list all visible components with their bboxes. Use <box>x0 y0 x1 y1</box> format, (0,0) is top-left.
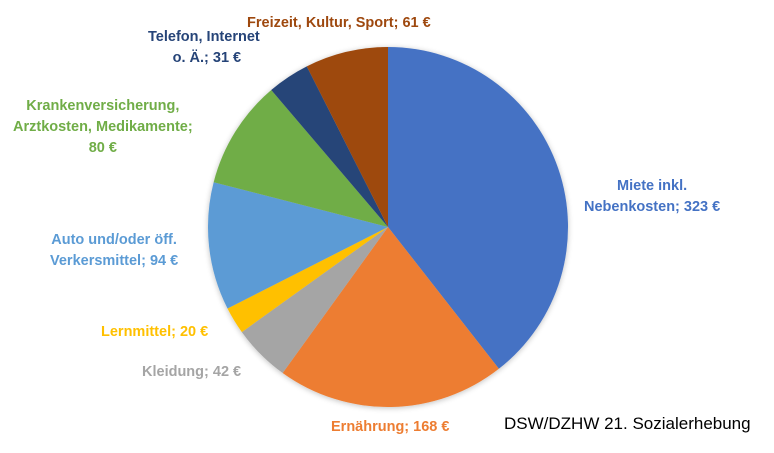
pie-slice <box>306 47 388 227</box>
pie-slice <box>227 227 388 333</box>
label-kranken: Krankenversicherung, Arztkosten, Medikam… <box>13 98 193 156</box>
pie-slice <box>207 182 388 309</box>
source-note: DSW/DZHW 21. Sozialerhebung <box>504 414 751 433</box>
label-miete: Miete inkl. Nebenkosten; 323 € <box>584 176 720 218</box>
pie-slice <box>282 227 499 407</box>
label-freizeit: Freizeit, Kultur, Sport; 61 € <box>247 15 431 31</box>
label-miete-line2: Nebenkosten; 323 € <box>584 199 721 215</box>
pie-slice <box>213 90 388 227</box>
pie-slice <box>388 47 568 369</box>
pie-slices <box>207 47 568 407</box>
label-auto: Auto und/oder öff. Verkersmittel; 94 € <box>50 232 179 269</box>
label-kleidung: Kleidung; 42 € <box>142 364 242 380</box>
pie-slice <box>241 227 388 373</box>
label-telefon: Telefon, Internet o. Ä.; 31 € <box>148 29 260 66</box>
label-miete-line1: Miete inkl. <box>617 178 688 194</box>
label-ernaehrung: Ernährung; 168 € <box>331 419 450 435</box>
label-lernmittel: Lernmittel; 20 € <box>101 324 209 340</box>
pie-slice <box>271 66 388 227</box>
